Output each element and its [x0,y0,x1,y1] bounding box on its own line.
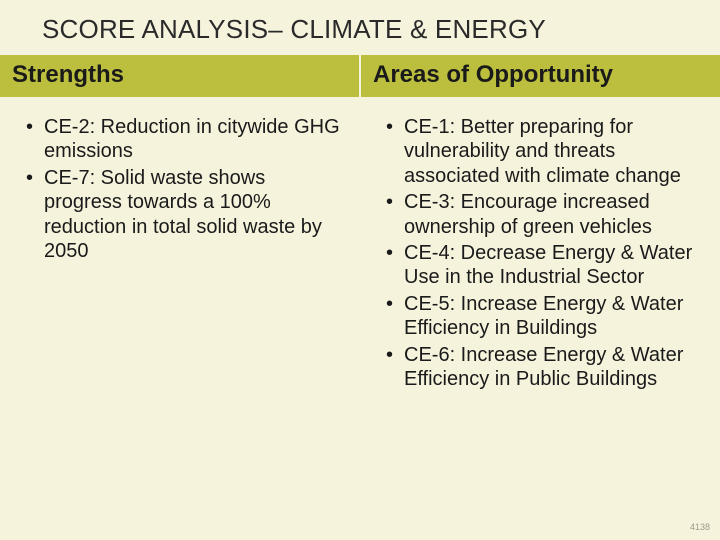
strengths-column: CE-2: Reduction in citywide GHG emission… [0,115,360,393]
list-item: CE-1: Better preparing for vulnerability… [386,115,702,188]
header-opportunity: Areas of Opportunity [359,55,720,97]
opportunity-list: CE-1: Better preparing for vulnerability… [386,115,702,391]
list-item: CE-2: Reduction in citywide GHG emission… [26,115,342,164]
list-item: CE-3: Encourage increased ownership of g… [386,190,702,239]
list-item: CE-6: Increase Energy & Water Efficiency… [386,343,702,392]
header-row: Strengths Areas of Opportunity [0,55,720,97]
opportunity-column: CE-1: Better preparing for vulnerability… [360,115,720,393]
page-title: SCORE ANALYSIS– CLIMATE & ENERGY [0,10,720,55]
list-item: CE-5: Increase Energy & Water Efficiency… [386,292,702,341]
header-strengths: Strengths [0,55,359,97]
list-item: CE-4: Decrease Energy & Water Use in the… [386,241,702,290]
page-number: 4138 [690,522,710,532]
strengths-list: CE-2: Reduction in citywide GHG emission… [26,115,342,263]
slide: SCORE ANALYSIS– CLIMATE & ENERGY Strengt… [0,0,720,540]
body-row: CE-2: Reduction in citywide GHG emission… [0,97,720,393]
list-item: CE-7: Solid waste shows progress towards… [26,166,342,264]
